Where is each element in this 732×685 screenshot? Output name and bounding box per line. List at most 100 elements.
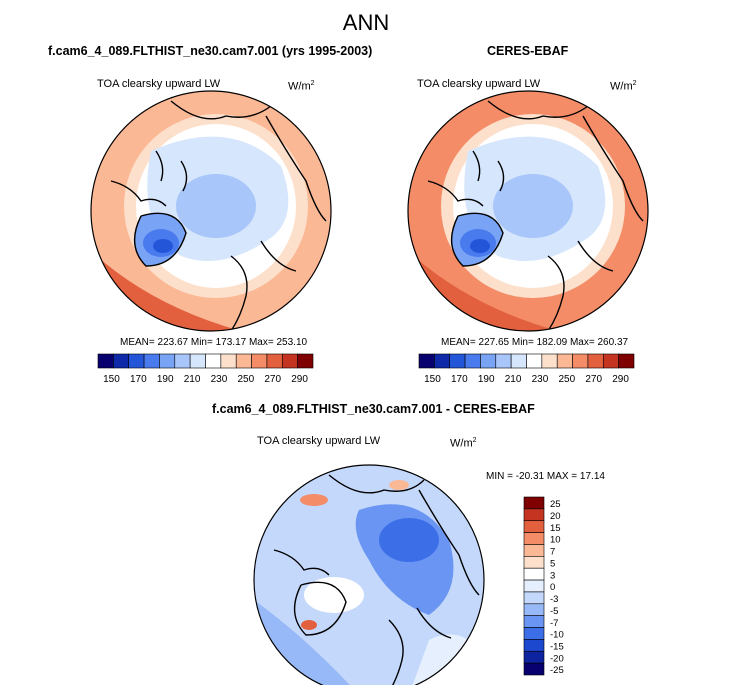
colorbar-box	[281, 353, 298, 369]
colorbar-tick-label: 170	[451, 374, 468, 385]
colorbar-box	[297, 353, 314, 369]
colorbar-box	[174, 353, 191, 369]
colorbar-box	[523, 639, 545, 652]
field-contour	[300, 494, 328, 506]
model-variable-label: TOA clearsky upward LW	[97, 78, 221, 90]
colorbar-tick-label: 190	[157, 374, 174, 385]
field-contour	[379, 518, 439, 562]
map-field	[408, 91, 648, 331]
colorbar-box	[523, 520, 545, 533]
colorbar-box	[266, 353, 283, 369]
colorbar-box	[526, 353, 543, 369]
colorbar-box	[464, 353, 481, 369]
colorbar-box	[128, 353, 145, 369]
colorbar-tick-label: 210	[184, 374, 201, 385]
colorbar-box	[159, 353, 176, 369]
colorbar-box	[434, 353, 451, 369]
ceres-colorbar: 150 170 190 210 230 250 270 290	[418, 353, 635, 385]
difference-units: W/m2	[450, 437, 477, 450]
colorbar-box	[572, 353, 589, 369]
coastline	[133, 212, 187, 267]
colorbar-tick-label: 290	[612, 374, 629, 385]
coastline	[170, 100, 272, 120]
colorbar-box	[251, 353, 268, 369]
figure-title: ANN	[342, 10, 390, 35]
colorbar-box	[189, 353, 206, 369]
colorbar-box	[418, 353, 435, 369]
ceres-panel-title: CERES-EBAF	[487, 44, 569, 58]
ceres-polar-map	[407, 90, 649, 332]
colorbar-box	[523, 650, 545, 664]
colorbar-tick-label: 230	[532, 374, 549, 385]
colorbar-tick-label: 3	[550, 570, 555, 581]
colorbar-box	[523, 627, 545, 640]
colorbar-box	[556, 353, 573, 369]
colorbar-box	[480, 353, 497, 369]
ceres-stats: MEAN= 227.65 Min= 182.09 Max= 260.37	[441, 337, 629, 348]
model-colorbar: 150 170 190 210 230 250 270 290	[97, 353, 314, 385]
coastline	[230, 255, 248, 331]
coastline	[110, 180, 167, 207]
colorbar-box	[618, 353, 635, 369]
colorbar-box	[602, 353, 619, 369]
colorbar-box	[523, 532, 545, 545]
coastline	[487, 100, 589, 120]
coastline	[577, 240, 614, 272]
coastline	[155, 150, 188, 192]
colorbar-tick-label: 150	[424, 374, 441, 385]
colorbar-tick-label: 250	[237, 374, 254, 385]
colorbar-tick-label: 190	[478, 374, 495, 385]
colorbar-box	[523, 544, 545, 557]
colorbar-tick-label: 20	[550, 511, 561, 522]
colorbar-box	[97, 353, 114, 369]
colorbar-box	[235, 353, 252, 369]
colorbar-tick-label: -25	[550, 665, 564, 676]
field-contour	[304, 577, 364, 613]
colorbar-tick-label: -7	[550, 618, 558, 629]
colorbar-box	[523, 556, 545, 569]
difference-polar-map	[253, 464, 485, 685]
model-polar-map	[90, 90, 332, 332]
colorbar-tick-label: -15	[550, 641, 564, 652]
colorbar-tick-label: 270	[585, 374, 602, 385]
colorbar-tick-label: 10	[550, 535, 561, 546]
coastline	[328, 474, 425, 494]
ceres-variable-label: TOA clearsky upward LW	[417, 78, 541, 90]
field-contour	[493, 174, 573, 238]
field-contour	[301, 620, 317, 630]
coastline	[265, 115, 327, 222]
colorbar-box	[143, 353, 160, 369]
colorbar-tick-label: 210	[505, 374, 522, 385]
model-stats: MEAN= 223.67 Min= 173.17 Max= 253.10	[120, 337, 308, 348]
coastline	[386, 619, 404, 685]
colorbar-tick-label: 170	[130, 374, 147, 385]
ceres-units: W/m2	[610, 80, 637, 93]
colorbar-box	[523, 662, 545, 676]
coastline	[472, 150, 505, 192]
colorbar-tick-label: 230	[211, 374, 228, 385]
colorbar-tick-label: 15	[550, 523, 561, 534]
colorbar-box	[523, 615, 545, 628]
colorbar-box	[113, 353, 130, 369]
difference-panel-title: f.cam6_4_089.FLTHIST_ne30.cam7.001 - CER…	[212, 402, 535, 416]
colorbar-box	[523, 579, 545, 593]
colorbar-box	[523, 567, 545, 581]
map-field	[91, 91, 331, 331]
colorbar-box	[495, 353, 512, 369]
field-contour	[470, 239, 490, 253]
colorbar-tick-label: 250	[558, 374, 575, 385]
coastline	[293, 581, 347, 636]
colorbar-tick-label: -5	[550, 606, 558, 617]
colorbar-box	[523, 603, 545, 616]
colorbar-tick-label: 25	[550, 499, 561, 510]
colorbar-box	[510, 353, 527, 369]
field-contour	[389, 480, 409, 490]
colorbar-box	[587, 353, 604, 369]
colorbar-box	[523, 496, 545, 510]
model-units: W/m2	[288, 80, 315, 93]
colorbar-box	[541, 353, 558, 369]
map-border	[90, 90, 332, 332]
coastline	[582, 115, 644, 222]
coastline	[427, 180, 484, 207]
